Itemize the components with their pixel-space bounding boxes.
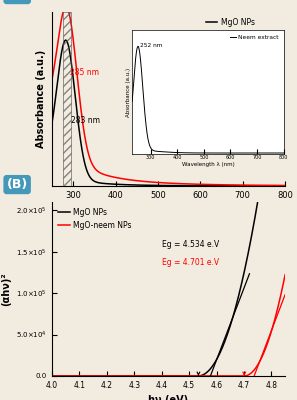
MgO-neem NPs (157, 374, 161, 378)
Line: MgO-neem NPs: MgO-neem NPs (52, 275, 285, 376)
Neem extract (130, 99, 134, 104)
MgO-neem NPs (164, 374, 167, 378)
Neem extract (282, 151, 285, 156)
X-axis label: Wavelength λ (nm): Wavelength λ (nm) (116, 206, 221, 216)
MgO-neem NPs (277, 304, 280, 308)
MgO-neem NPs (62, 374, 66, 378)
MgO NPs (283, 1, 287, 6)
MgO NPs (62, 374, 66, 378)
MgO NPs (234, 305, 237, 310)
MgO-neem NPs (283, 183, 287, 188)
MgO NPs (64, 38, 67, 42)
MgO-neem NPs (62, 7, 66, 12)
MgO NPs (157, 374, 161, 378)
MgO-neem NPs (234, 182, 237, 187)
MgO NPs (62, 40, 66, 45)
Text: 252 nm: 252 nm (140, 43, 162, 48)
MgO-neem NPs (50, 374, 54, 378)
MgO NPs (157, 183, 161, 188)
MgO-neem NPs (157, 180, 161, 185)
Neem extract (249, 151, 252, 156)
Line: MgO NPs: MgO NPs (52, 40, 285, 186)
MgO-neem NPs (164, 180, 167, 185)
Legend: MgO NPs, MgO-neem NPs: MgO NPs, MgO-neem NPs (56, 206, 133, 232)
Text: (A): (A) (7, 0, 28, 1)
MgO-neem NPs (50, 77, 54, 82)
Neem extract (146, 136, 150, 140)
MgO NPs (164, 374, 167, 378)
X-axis label: hν (eV): hν (eV) (148, 396, 189, 400)
MgO NPs (277, 184, 280, 188)
Text: 285 nm: 285 nm (70, 68, 99, 77)
Neem extract (192, 150, 195, 155)
Neem extract (251, 151, 255, 156)
Legend: MgO NPs, MgO-neem NPs: MgO NPs, MgO-neem NPs (204, 16, 281, 42)
MgO-neem NPs (277, 183, 280, 188)
Legend: Neem extract: Neem extract (228, 33, 281, 43)
MgO-neem NPs (64, 4, 68, 9)
MgO-neem NPs (283, 272, 287, 277)
Bar (63, 12, 71, 186)
MgO-neem NPs (277, 303, 280, 308)
MgO-neem NPs (277, 183, 280, 188)
Neem extract (197, 150, 201, 155)
Line: MgO NPs: MgO NPs (52, 3, 285, 376)
Neem extract (235, 151, 238, 156)
MgO NPs (277, 57, 280, 62)
MgO NPs (277, 58, 280, 62)
Text: Eg = 4.701 e.V: Eg = 4.701 e.V (162, 258, 219, 267)
Y-axis label: Absorbance (a.u.): Absorbance (a.u.) (37, 50, 46, 148)
Line: Neem extract: Neem extract (132, 46, 284, 153)
Y-axis label: Absorbance (a.u.): Absorbance (a.u.) (126, 68, 131, 116)
MgO NPs (164, 183, 167, 188)
X-axis label: Wavelength λ (nm): Wavelength λ (nm) (181, 162, 234, 167)
MgO NPs (283, 184, 287, 188)
Line: MgO-neem NPs: MgO-neem NPs (52, 6, 285, 186)
Text: (B): (B) (7, 178, 28, 191)
Neem extract (136, 44, 140, 49)
MgO NPs (277, 184, 280, 188)
MgO NPs (50, 121, 54, 126)
MgO-neem NPs (234, 374, 237, 378)
Y-axis label: (αhν)²: (αhν)² (1, 272, 11, 306)
Text: 283 nm: 283 nm (71, 116, 100, 125)
MgO NPs (50, 374, 54, 378)
MgO NPs (234, 184, 237, 188)
Text: Eg = 4.534 e.V: Eg = 4.534 e.V (162, 240, 219, 249)
